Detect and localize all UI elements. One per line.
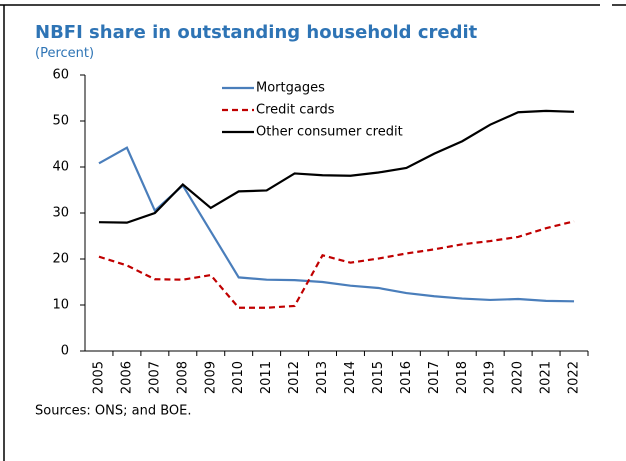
y-tick-label: 60 xyxy=(52,68,69,83)
x-tick-label: 2006 xyxy=(119,361,134,394)
y-tick-label: 50 xyxy=(52,114,69,129)
legend-label: Other consumer credit xyxy=(256,125,403,140)
x-tick-label: 2021 xyxy=(539,361,554,394)
y-tick-label: 0 xyxy=(61,344,69,359)
chart-title: NBFI share in outstanding household cred… xyxy=(35,22,478,43)
y-tick-label: 10 xyxy=(52,298,69,313)
x-tick-label: 2022 xyxy=(567,361,582,394)
x-tick-label: 2020 xyxy=(511,361,526,394)
x-tick-label: 2010 xyxy=(231,361,246,394)
series-line xyxy=(98,109,575,224)
x-tick-label: 2013 xyxy=(315,361,330,394)
x-tick-label: 2014 xyxy=(343,361,358,394)
series-line xyxy=(98,146,575,303)
y-tick-label: 30 xyxy=(52,206,69,221)
x-tick-label: 2012 xyxy=(287,361,302,394)
y-tick-label: 40 xyxy=(52,160,69,175)
x-tick-label: 2005 xyxy=(91,361,106,394)
x-tick-label: 2011 xyxy=(259,361,274,394)
x-tick-label: 2009 xyxy=(203,361,218,394)
x-tick-label: 2018 xyxy=(455,361,470,394)
x-tick-label: 2007 xyxy=(147,361,162,394)
series-line xyxy=(98,220,575,309)
x-tick-label: 2015 xyxy=(371,361,386,394)
y-tick-label: 20 xyxy=(52,252,69,267)
x-tick-label: 2017 xyxy=(427,361,442,394)
x-tick-label: 2008 xyxy=(175,361,190,394)
source-note: Sources: ONS; and BOE. xyxy=(35,404,192,419)
legend-label: Mortgages xyxy=(256,81,325,96)
chart-subtitle: (Percent) xyxy=(35,46,94,61)
x-tick-label: 2019 xyxy=(483,361,498,394)
legend-label: Credit cards xyxy=(256,103,335,118)
x-tick-label: 2016 xyxy=(399,361,414,394)
